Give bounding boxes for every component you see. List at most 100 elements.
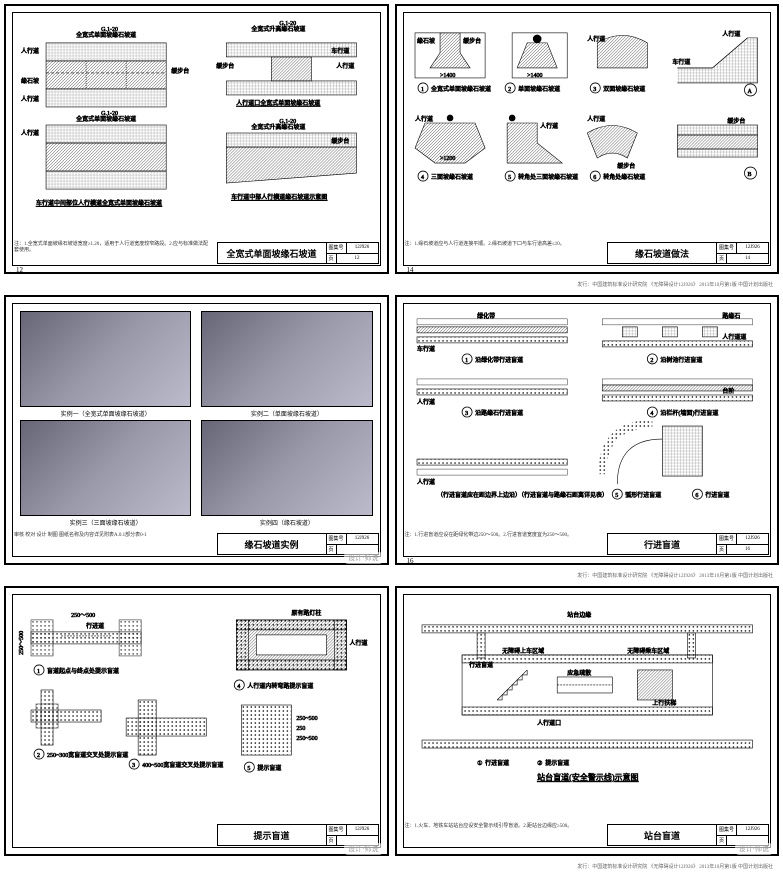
photo-1 (20, 311, 191, 407)
photo-4 (201, 420, 372, 516)
sheet-title: 全宽式单面坡缘石坡道 (217, 242, 327, 264)
svg-text:缓步台: 缓步台 (331, 137, 349, 145)
svg-text:单面坡缘石坡道: 单面坡缘石坡道 (518, 85, 560, 93)
svg-text:人行道: 人行道 (336, 62, 354, 70)
svg-text:2: 2 (508, 87, 511, 93)
svg-text:行进道: 行进道 (86, 622, 104, 630)
svg-text:5: 5 (615, 493, 618, 499)
svg-text:转角处缘石坡道: 转角处缘石坡道 (603, 173, 645, 181)
watermark: 设计·师说 (344, 552, 382, 564)
svg-text:台阶: 台阶 (722, 387, 734, 395)
svg-text:人行道: 人行道 (21, 95, 39, 103)
svg-text:人行道: 人行道 (417, 478, 435, 486)
svg-text:人行道内转弯路提示盲道: 人行道内转弯路提示盲道 (247, 682, 313, 690)
svg-text:车行道: 车行道 (331, 47, 349, 55)
svg-text:250～500: 250～500 (71, 613, 95, 619)
svg-text:1: 1 (421, 87, 424, 93)
notes: 注：1.全宽式单面坡缘石坡道宽度≥1.20，适用于人行道宽度较窄路段。2.应与标… (14, 242, 217, 264)
svg-text:弧形行进盲道: 弧形行进盲道 (625, 491, 661, 499)
svg-text:A: A (747, 89, 752, 95)
svg-text:全宽式升高缘石坡道: 全宽式升高缘石坡道 (251, 25, 305, 33)
svg-text:无障碍上车区域: 无障碍上车区域 (502, 647, 544, 655)
svg-text:2: 2 (650, 358, 653, 364)
sheet-6: 站台边缘 无障碍上车区域 无障碍乘车区域 应急疏散 行进盲道 上行扶梯 人行道口… (395, 586, 780, 856)
svg-text:车行道中间部位人行横道全宽式单面坡缘石坡道: 车行道中间部位人行横道全宽式单面坡缘石坡道 (36, 199, 162, 207)
svg-text:3: 3 (132, 763, 135, 769)
svg-text:250～500: 250～500 (19, 631, 25, 655)
svg-text:缓步台: 缓步台 (727, 117, 745, 125)
svg-text:行进盲道: 行进盲道 (705, 491, 729, 499)
svg-text:4: 4 (421, 175, 424, 181)
svg-text:4: 4 (237, 684, 240, 690)
svg-text:人行道: 人行道 (21, 47, 39, 55)
svg-text:绿化带: 绿化带 (477, 312, 495, 320)
svg-text:人行道口全宽式单面坡缘石坡道: 人行道口全宽式单面坡缘石坡道 (236, 99, 320, 107)
svg-text:G.1-20: G.1-20 (101, 111, 118, 117)
svg-text:人行道口: 人行道口 (537, 719, 561, 727)
svg-text:4: 4 (650, 411, 653, 417)
svg-text:车行道: 车行道 (417, 345, 435, 353)
svg-text:250~500: 250~500 (296, 736, 317, 742)
svg-text:沿树池行进盲道: 沿树池行进盲道 (660, 356, 702, 364)
svg-text:提示盲道: 提示盲道 (257, 764, 281, 772)
svg-text:6: 6 (593, 175, 596, 181)
svg-text:缓步台: 缓步台 (463, 37, 481, 45)
svg-text:转角处三面坡缘石坡道: 转角处三面坡缘石坡道 (518, 173, 578, 181)
svg-text:G.1-20: G.1-20 (101, 27, 118, 33)
svg-text:行进盲道: 行进盲道 (469, 661, 493, 669)
svg-text:全宽式升高缘石坡道: 全宽式升高缘石坡道 (251, 123, 305, 131)
svg-text:（行进盲道应在距边界上边沿）（行进盲道与路缘石距离详见表）: （行进盲道应在距边界上边沿）（行进盲道与路缘石距离详见表） (437, 491, 608, 499)
sheet-4: 绿化带 车行道 1 沿绿化带行进盲道 路缘石 人行道道 2 沿树池行进盲道 (395, 295, 780, 565)
svg-text:提示盲道: 提示盲道 (545, 759, 569, 767)
svg-text:人行道道: 人行道道 (722, 333, 746, 341)
svg-text:应急疏散: 应急疏散 (567, 669, 591, 677)
svg-text:人行道: 人行道 (587, 35, 605, 43)
svg-text:①: ① (477, 760, 482, 767)
svg-text:人行道: 人行道 (722, 30, 740, 38)
svg-text:>1400: >1400 (440, 73, 455, 79)
svg-text:250~500: 250~500 (296, 716, 317, 722)
svg-text:3: 3 (465, 411, 468, 417)
svg-text:人行道: 人行道 (587, 115, 605, 123)
svg-text:5: 5 (508, 175, 511, 181)
svg-text:车行道: 车行道 (672, 58, 690, 66)
svg-text:站台盲道(安全警示线)示意图: 站台盲道(安全警示线)示意图 (537, 772, 638, 782)
svg-text:上行扶梯: 上行扶梯 (652, 699, 676, 707)
svg-text:>1200: >1200 (440, 156, 455, 162)
svg-text:G.1-20: G.1-20 (279, 119, 296, 125)
svg-text:>1400: >1400 (527, 73, 542, 79)
svg-text:人行道: 人行道 (540, 122, 558, 130)
sheet-1: 人行道 缘石坡 人行道 缓步台 全宽式单面坡缘石坡道 G.1-20 人行道 全宽… (4, 4, 389, 274)
svg-text:2: 2 (37, 753, 40, 759)
svg-text:B: B (747, 172, 751, 178)
svg-text:三面坡缘石坡道: 三面坡缘石坡道 (431, 173, 473, 181)
svg-text:3: 3 (593, 87, 596, 93)
photo-3 (20, 420, 191, 516)
photo-2 (201, 311, 372, 407)
svg-text:人行道: 人行道 (415, 115, 433, 123)
sheet-grid: 人行道 缘石坡 人行道 缓步台 全宽式单面坡缘石坡道 G.1-20 人行道 全宽… (0, 0, 783, 875)
svg-text:沿栏杆(墙面)行进盲道: 沿栏杆(墙面)行进盲道 (660, 409, 718, 417)
svg-text:无障碍乘车区域: 无障碍乘车区域 (627, 647, 669, 655)
svg-text:车行道中部人行横道缘石坡道示意图: 车行道中部人行横道缘石坡道示意图 (231, 193, 327, 201)
svg-text:沿绿化带行进盲道: 沿绿化带行进盲道 (475, 356, 523, 364)
svg-text:1: 1 (37, 669, 40, 675)
svg-text:站台边缘: 站台边缘 (567, 611, 591, 619)
svg-text:250: 250 (296, 726, 305, 732)
svg-text:250~300宽盲道交叉处提示盲道: 250~300宽盲道交叉处提示盲道 (47, 751, 128, 759)
svg-text:缓步台: 缓步台 (617, 162, 635, 170)
svg-text:双面坡缘石坡道: 双面坡缘石坡道 (603, 85, 645, 93)
svg-text:沿路缘石行进盲道: 沿路缘石行进盲道 (475, 409, 523, 417)
svg-text:人行道: 人行道 (417, 398, 435, 406)
svg-text:全宽式单面坡缘石坡道: 全宽式单面坡缘石坡道 (431, 85, 491, 93)
title-info: 图集号12J926 页12 (327, 242, 379, 264)
sheet-5: 250～500 250～500 行进道 1 盲道起点与终点处提示盲道 2 250… (4, 586, 389, 856)
svg-text:400~500宽盲道交叉处提示盲道: 400~500宽盲道交叉处提示盲道 (142, 761, 223, 769)
svg-text:缘石坡: 缘石坡 (21, 77, 39, 85)
svg-text:1: 1 (465, 358, 468, 364)
svg-text:缓步台: 缓步台 (216, 62, 234, 70)
svg-text:6: 6 (695, 493, 698, 499)
svg-text:②: ② (537, 760, 542, 767)
sheet-3: 实例一（全宽式单面坡缘石坡道） 实例二（单面坡缘石坡道） 实例三（三面坡缘石坡道… (4, 295, 389, 565)
svg-text:行进盲道: 行进盲道 (485, 759, 509, 767)
